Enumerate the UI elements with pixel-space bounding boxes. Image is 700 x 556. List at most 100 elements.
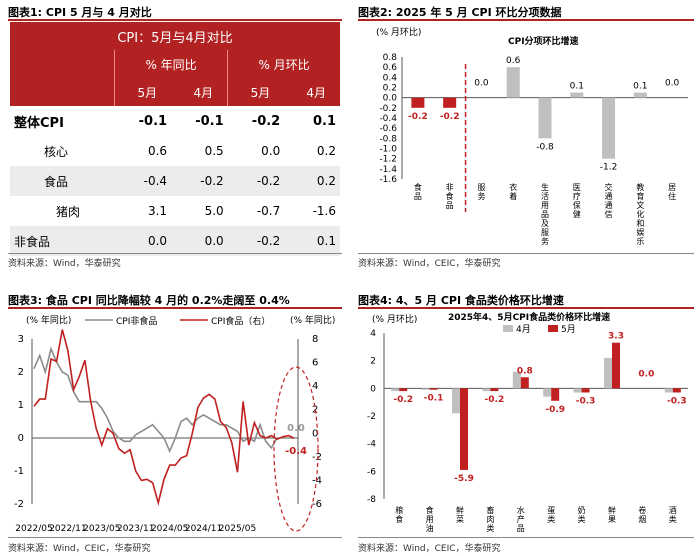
- data-label: -0.2: [408, 112, 428, 122]
- y-tick-label: -4: [367, 440, 376, 450]
- x-tick-label: 乐: [636, 236, 644, 246]
- x-tick-label: 住: [668, 191, 676, 201]
- panel2-title-rule: [358, 19, 694, 21]
- panel3-source-rule: [8, 537, 342, 538]
- data-label: -0.2: [440, 112, 460, 122]
- x-tick-label: 食: [426, 505, 434, 515]
- x-tick-label: 奶: [578, 505, 586, 515]
- x-tick-label: 非: [446, 182, 454, 192]
- x-tick-label: 用: [426, 515, 434, 524]
- chart-title: 2025年4、5月CPI食品类价格环比增速: [448, 311, 610, 323]
- y-tick-label: 0.0: [383, 94, 398, 104]
- x-tick-label: 及: [541, 219, 549, 228]
- y-tick-label-left: -1: [14, 466, 24, 477]
- x-tick-label: 信: [605, 209, 613, 219]
- y-tick-label: -1.6: [379, 175, 397, 185]
- x-tick-label: 2023/05: [83, 524, 120, 534]
- table-cell: 0.0: [147, 234, 168, 248]
- y-tick-label: -0.2: [379, 104, 397, 114]
- panel2-title: 图表2: 2025 年 5 月 CPI 环比分项数据: [358, 6, 562, 19]
- x-tick-label: 产: [517, 514, 525, 524]
- data-label: -0.2: [485, 395, 505, 405]
- x-tick-label: 品: [517, 524, 525, 533]
- y-axis-label-right: (% 年同比): [290, 314, 335, 326]
- bar-april: [664, 388, 673, 393]
- x-tick-label: 2023/11: [117, 524, 154, 534]
- table-cell: -1.6: [312, 204, 336, 218]
- data-label: 0.1: [570, 82, 584, 92]
- row-label: 食品: [44, 174, 69, 189]
- x-tick-label: 蛋: [547, 506, 555, 515]
- y-tick-label-right: 0: [312, 428, 318, 439]
- x-tick-label: 肉: [486, 514, 494, 524]
- bar-april: [604, 357, 612, 389]
- data-label: -0.3: [667, 396, 687, 406]
- y-tick-label: -1.2: [379, 155, 397, 165]
- bar: [633, 92, 647, 98]
- x-tick-label: 健: [573, 209, 581, 219]
- table-cell: 0.1: [312, 113, 336, 129]
- bar-april: [573, 388, 582, 393]
- x-tick-label: 2022/11: [49, 524, 86, 534]
- row-label: 非食品: [14, 234, 51, 249]
- y-tick-label-right: 6: [312, 358, 318, 369]
- y-tick-label: -0.6: [379, 124, 397, 134]
- x-tick-label: 食: [395, 514, 403, 524]
- x-tick-label: 水: [517, 505, 525, 515]
- bar-may: [581, 388, 590, 393]
- panel1-source: 资料来源：Wind，华泰研究: [8, 259, 121, 269]
- x-tick-label: 类: [578, 514, 586, 524]
- table-cell: 0.5: [204, 144, 224, 158]
- y-tick-label: -1.0: [379, 145, 397, 155]
- data-label: 3.3: [608, 332, 624, 342]
- table-cell: 0.1: [316, 234, 336, 248]
- x-tick-label: 2022/05: [15, 524, 52, 534]
- x-tick-label: 化: [636, 209, 644, 219]
- bar-may: [520, 377, 529, 389]
- panel3-title-rule: [8, 307, 342, 309]
- y-axis-label: (% 月环比): [376, 26, 421, 38]
- x-tick-label: 服: [541, 228, 549, 237]
- x-tick-label: 务: [477, 191, 485, 201]
- bar-may: [551, 388, 560, 401]
- legend-label: 5月: [561, 324, 576, 335]
- month-header: 5月: [114, 78, 172, 106]
- nonfood-line: [33, 346, 294, 454]
- y-tick-label: -2: [367, 412, 376, 422]
- bar: [602, 97, 616, 159]
- bar: [506, 67, 520, 98]
- panel1-title: 图表1: CPI 5 月与 4 月对比: [8, 6, 152, 19]
- data-label: 0.8: [517, 366, 533, 376]
- x-tick-label: 通: [605, 200, 613, 210]
- x-tick-label: 活: [541, 191, 549, 201]
- x-tick-label: 卷: [638, 505, 646, 515]
- panel3-source: 资料来源：Wind，CEIC，华泰研究: [8, 544, 151, 554]
- x-tick-label: 教: [636, 182, 644, 192]
- row-label: 核心: [44, 144, 69, 159]
- y-tick-label-left: 1: [18, 400, 24, 411]
- bar-may: [460, 388, 468, 470]
- x-tick-label: 品: [446, 201, 454, 210]
- x-tick-label: 医: [573, 183, 581, 192]
- y-tick-label-right: -4: [312, 475, 322, 486]
- table-cell: 0.2: [316, 174, 336, 188]
- x-tick-label: 粮: [395, 505, 403, 515]
- data-label: 0.0: [474, 79, 489, 89]
- y-axis-label: (% 月环比): [372, 313, 417, 325]
- x-tick-label: 务: [541, 236, 549, 246]
- bar: [443, 97, 457, 108]
- x-tick-label: 品: [541, 210, 549, 219]
- panel3-title: 图表3: 食品 CPI 同比降幅较 4 月的 0.2%走阔至 0.4%: [8, 294, 290, 307]
- cpi-comparison-table: CPI：5月与4月对比 % 年同比 % 月环比 5月 4月 5月 4月 整体CP…: [10, 22, 340, 256]
- end-label-nonfood: 0.0: [287, 423, 305, 434]
- panel4-source-rule: [358, 537, 694, 538]
- x-tick-label: 2024/11: [185, 524, 222, 534]
- y-tick-label: 4: [370, 329, 376, 339]
- food-line: [33, 329, 295, 506]
- x-tick-label: 菜: [456, 514, 464, 524]
- x-tick-label: 居: [668, 183, 676, 192]
- x-tick-label: 鲜: [456, 505, 464, 515]
- x-tick-label: 交: [605, 182, 613, 192]
- table-cell: 0.0: [204, 234, 224, 248]
- x-tick-label: 类: [486, 523, 494, 533]
